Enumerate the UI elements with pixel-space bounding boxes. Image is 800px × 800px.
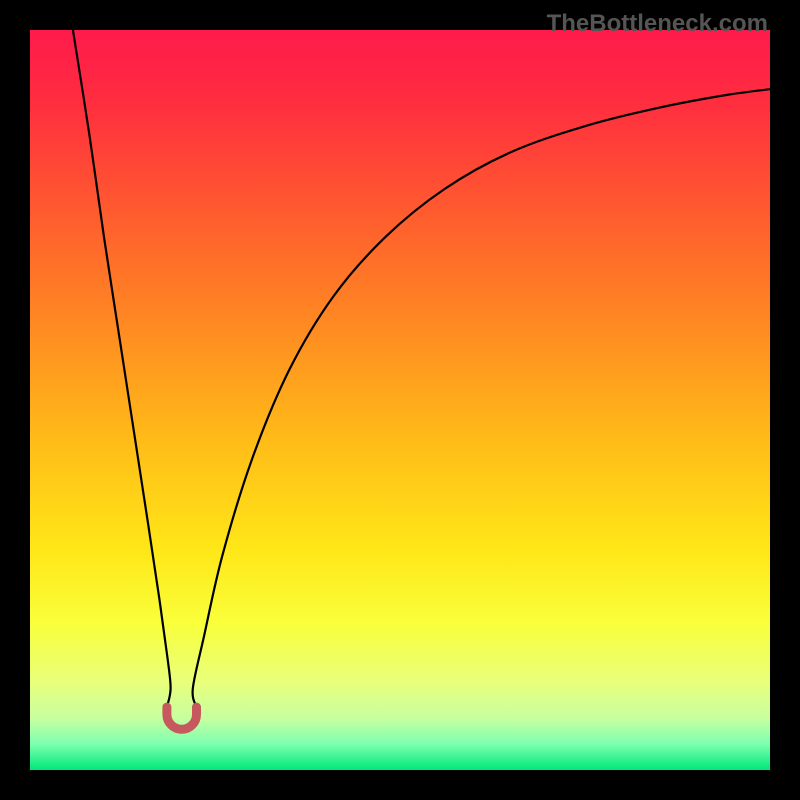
optimal-notch-marker xyxy=(167,707,197,729)
curve-right-branch xyxy=(193,89,770,707)
curve-layer xyxy=(30,30,770,770)
chart-container: TheBottleneck.com xyxy=(0,0,800,800)
plot-area xyxy=(30,30,770,770)
curve-left-branch xyxy=(73,30,171,707)
watermark-text: TheBottleneck.com xyxy=(547,10,768,38)
